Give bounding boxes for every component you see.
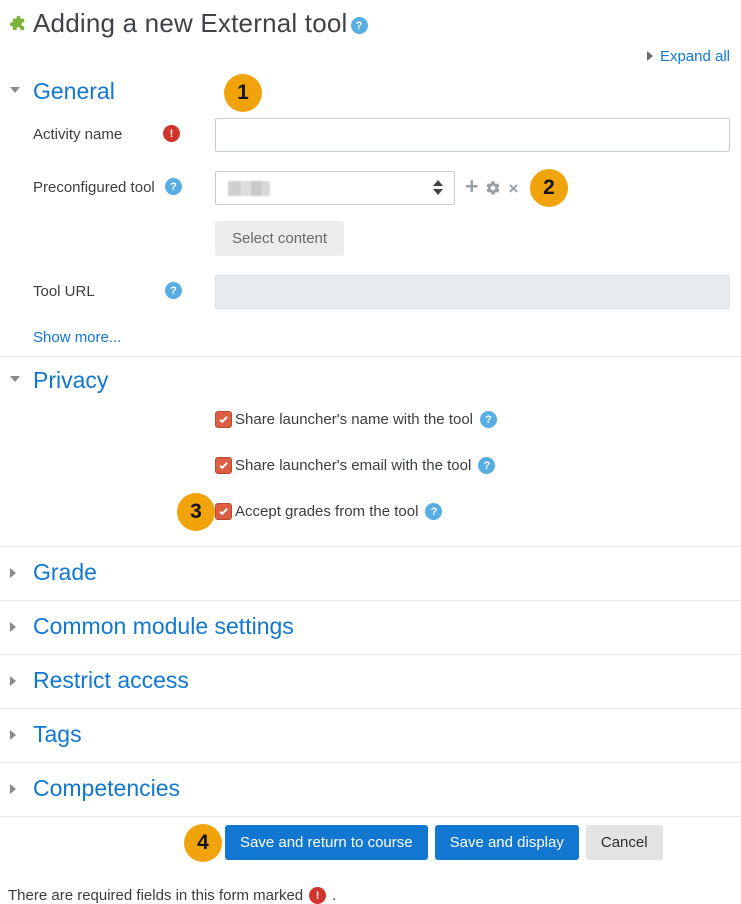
required-fields-suffix: .: [332, 887, 337, 904]
show-more-link[interactable]: Show more...: [33, 329, 122, 346]
annotation-badge-1: 1: [224, 74, 262, 112]
chevron-right-icon: [646, 51, 653, 61]
section-grade-title[interactable]: Grade: [33, 559, 97, 585]
select-content-button[interactable]: Select content: [215, 221, 345, 256]
collapse-toggle-icon[interactable]: [10, 87, 20, 93]
preconfigured-tool-label: Preconfigured tool: [33, 179, 155, 196]
section-privacy-header: Privacy: [0, 367, 741, 397]
section-competencies-title[interactable]: Competencies: [33, 775, 181, 801]
help-icon[interactable]: ?: [425, 503, 443, 520]
save-and-display-button[interactable]: Save and display: [434, 825, 579, 860]
gear-icon[interactable]: [485, 180, 501, 196]
activity-name-label: Activity name: [33, 126, 123, 143]
chevron-right-icon[interactable]: [10, 676, 16, 686]
redacted-select-value: [228, 180, 270, 196]
section-tags: Tags: [0, 708, 741, 762]
required-icon: !: [163, 125, 180, 142]
preconfigured-tool-row: Preconfigured tool ? + × 2: [0, 169, 741, 207]
help-icon[interactable]: ?: [165, 282, 182, 299]
annotation-badge-4: 4: [184, 824, 222, 862]
chevron-right-icon[interactable]: [10, 730, 16, 740]
spacer: [0, 474, 741, 503]
section-tags-title[interactable]: Tags: [33, 721, 82, 747]
select-content-row: Select content: [0, 205, 741, 256]
required-fields-note: There are required fields in this form m…: [0, 887, 741, 904]
activity-name-input[interactable]: [215, 118, 730, 152]
expand-all-row: Expand all: [0, 48, 741, 66]
checkbox-accept-grades-checked[interactable]: [215, 503, 232, 520]
delete-tool-icon[interactable]: ×: [508, 178, 519, 198]
checkbox-share-email-checked[interactable]: [215, 457, 232, 474]
help-icon[interactable]: ?: [480, 411, 498, 428]
check-icon: [218, 460, 228, 469]
section-common-module-settings-title[interactable]: Common module settings: [33, 613, 294, 639]
chevron-right-icon[interactable]: [10, 622, 16, 632]
share-name-row: Share launcher's name with the tool ?: [0, 411, 741, 428]
spacer: [0, 428, 741, 457]
annotation-badge-2: 2: [530, 169, 568, 207]
collapse-toggle-icon[interactable]: [10, 376, 20, 382]
check-icon: [218, 414, 228, 423]
annotation-badge-3: 3: [177, 493, 215, 531]
accept-grades-row: Accept grades from the tool ? 3: [0, 493, 741, 531]
required-icon: !: [309, 887, 327, 904]
tool-action-icons: + ×: [465, 171, 518, 205]
checkbox-share-name-checked[interactable]: [215, 411, 232, 428]
section-competencies: Competencies: [0, 762, 741, 816]
share-email-row: Share launcher's email with the tool ?: [0, 457, 741, 474]
divider: [0, 356, 741, 357]
expand-all-link[interactable]: Expand all: [646, 48, 730, 65]
add-tool-icon[interactable]: +: [465, 173, 479, 199]
tool-url-label: Tool URL: [33, 283, 95, 300]
section-common-module-settings: Common module settings: [0, 600, 741, 654]
tool-url-row: Tool URL ?: [0, 275, 741, 309]
activity-name-row: Activity name !: [0, 118, 741, 152]
help-icon[interactable]: ?: [165, 178, 182, 195]
page-title: Adding a new External tool: [33, 8, 348, 38]
section-general-title[interactable]: General: [33, 78, 115, 104]
help-icon[interactable]: ?: [350, 17, 368, 34]
section-general-header: General 1: [0, 74, 741, 112]
form-actions-row: Save and return to course Save and displ…: [0, 816, 741, 870]
check-icon: [218, 506, 228, 515]
section-privacy-title[interactable]: Privacy: [33, 367, 109, 393]
checkbox-label: Accept grades from the tool: [235, 503, 419, 520]
cancel-button[interactable]: Cancel: [585, 825, 663, 860]
checkbox-label: Share launcher's email with the tool: [235, 457, 472, 474]
page-header: Adding a new External tool ?: [0, 8, 741, 39]
tool-url-input: [215, 275, 730, 309]
preconfigured-tool-select[interactable]: [215, 171, 455, 205]
help-icon[interactable]: ?: [478, 457, 496, 474]
select-arrows-icon: [433, 180, 443, 195]
required-fields-text: There are required fields in this form m…: [8, 887, 304, 904]
section-restrict-access: Restrict access: [0, 654, 741, 708]
section-grade: Grade: [0, 546, 741, 600]
section-restrict-access-title[interactable]: Restrict access: [33, 667, 189, 693]
checkbox-label: Share launcher's name with the tool: [235, 411, 474, 428]
save-and-return-button[interactable]: Save and return to course: [225, 825, 428, 860]
show-more-row: Show more...: [0, 329, 741, 347]
chevron-right-icon[interactable]: [10, 784, 16, 794]
puzzle-piece-icon: [9, 15, 25, 30]
chevron-right-icon[interactable]: [10, 568, 16, 578]
